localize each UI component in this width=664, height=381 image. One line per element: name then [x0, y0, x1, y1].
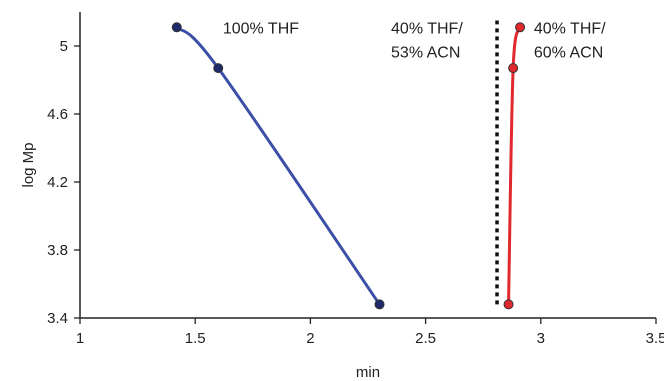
- y-tick-label: 3.8: [47, 242, 68, 259]
- data-point: [213, 63, 224, 74]
- x-tick-label: 3.5: [646, 330, 664, 347]
- annotation-label: 100% THF: [223, 20, 299, 37]
- data-point: [374, 299, 385, 310]
- x-tick-label: 3: [537, 330, 545, 347]
- series-line-1: [175, 26, 381, 306]
- x-tick-label: 2: [306, 330, 314, 347]
- series-line-3: [507, 26, 522, 305]
- x-tick-label: 2.5: [415, 330, 436, 347]
- y-tick-label: 5: [60, 38, 68, 55]
- data-point: [515, 22, 526, 33]
- series: [171, 20, 526, 310]
- y-axis-title: log Mp: [20, 142, 37, 187]
- x-tick-label: 1: [76, 330, 84, 347]
- data-point: [171, 22, 182, 33]
- annotations: 100% THF 40% THF/53% ACN 40% THF/60% ACN: [223, 20, 606, 61]
- y-tick-label: 3.4: [47, 310, 68, 327]
- annotation-label: 40% THF/60% ACN: [534, 20, 606, 61]
- x-tick-label: 1.5: [185, 330, 206, 347]
- y-tick-label: 4.2: [47, 174, 68, 191]
- axes: [79, 12, 656, 319]
- data-point: [508, 63, 519, 74]
- annotation-label: 40% THF/53% ACN: [391, 20, 463, 61]
- data-point: [503, 299, 514, 310]
- x-axis-title: min: [356, 364, 380, 381]
- y-tick-label: 4.6: [47, 106, 68, 123]
- ticks: 1 1.5 2 2.5 3 3.5 3.4 3.8 4.2 4.6 5: [47, 38, 664, 347]
